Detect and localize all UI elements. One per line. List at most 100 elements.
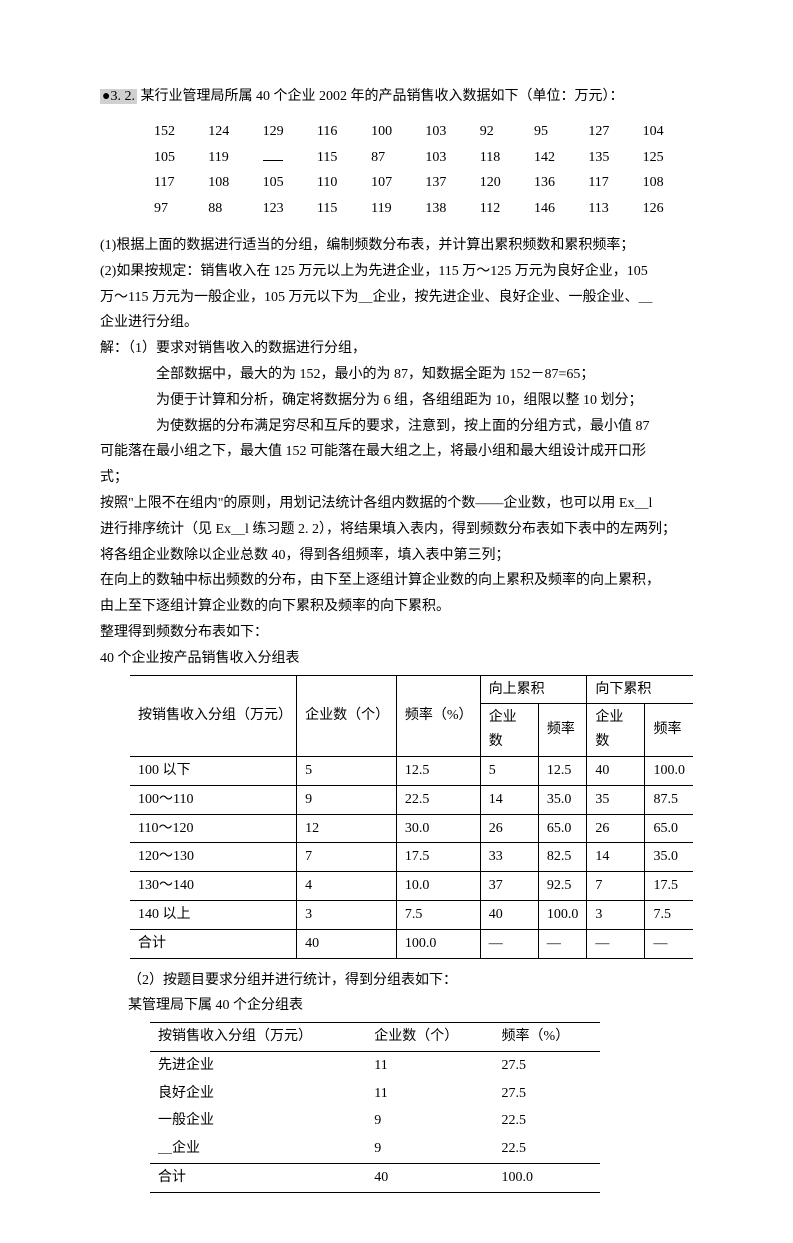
table-cell: 92.5: [538, 872, 587, 901]
subquestion-1: (1)根据上面的数据进行适当的分组，编制频数分布表，并计算出累积频数和累积频率；: [100, 234, 693, 258]
data-cell: [259, 145, 313, 171]
raw-data-table: 1521241291161001039295127104105119115871…: [150, 119, 693, 222]
table-cell: 130～140: [130, 872, 297, 901]
data-cell: 123: [259, 196, 313, 222]
col-header: 频率（%）: [494, 1023, 600, 1052]
question-text: 某行业管理局所属 40 个企业 2002 年的产品销售收入数据如下（单位：万元）…: [140, 89, 623, 104]
data-cell: 136: [530, 170, 584, 196]
solution-line: 在向上的数轴中标出频数的分布，由下至上逐组计算企业数的向上累积及频率的向上累积，: [100, 569, 693, 593]
data-cell: 118: [476, 145, 530, 171]
table-cell: 120～130: [130, 843, 297, 872]
table-cell: 100.0: [494, 1164, 600, 1193]
table-cell: 一般企业: [150, 1107, 366, 1135]
table-cell: 37: [480, 872, 538, 901]
table-cell: —: [538, 929, 587, 958]
table2-caption: 某管理局下属 40 个企分组表: [100, 994, 693, 1018]
data-cell: 100: [367, 119, 421, 145]
solution-label: 解：（1）要求对销售收入的数据进行分组，: [100, 337, 693, 361]
data-cell: 152: [150, 119, 204, 145]
table-cell: 10.0: [396, 872, 480, 901]
table-cell: 110～120: [130, 814, 297, 843]
table-cell: 9: [366, 1135, 493, 1163]
subquestion-2a: (2)如果按规定：销售收入在 125 万元以上为先进企业，115 万～125 万…: [100, 260, 693, 284]
data-cell: 108: [204, 170, 258, 196]
data-cell: 105: [150, 145, 204, 171]
table-cell: 27.5: [494, 1051, 600, 1079]
table-cell: 12.5: [538, 756, 587, 785]
table-cell: 17.5: [396, 843, 480, 872]
col-header: 企业数（个）: [366, 1023, 493, 1052]
table-cell: 合计: [150, 1164, 366, 1193]
data-cell: 115: [313, 145, 367, 171]
data-cell: 138: [421, 196, 475, 222]
data-cell: 108: [639, 170, 693, 196]
table-cell: —: [645, 929, 693, 958]
table-cell: 17.5: [645, 872, 693, 901]
data-cell: 112: [476, 196, 530, 222]
data-cell: 125: [639, 145, 693, 171]
table1-caption: 40 个企业按产品销售收入分组表: [100, 647, 693, 671]
data-cell: 88: [204, 196, 258, 222]
table-cell: 7.5: [396, 900, 480, 929]
table-cell: 40: [587, 756, 645, 785]
data-cell: 113: [584, 196, 638, 222]
category-table: 按销售收入分组（万元） 企业数（个） 频率（%） 先进企业1127.5良好企业1…: [150, 1022, 600, 1193]
table-cell: 3: [587, 900, 645, 929]
data-cell: 116: [313, 119, 367, 145]
data-cell: 117: [584, 170, 638, 196]
table-cell: 11: [366, 1051, 493, 1079]
table-cell: 22.5: [494, 1135, 600, 1163]
solution-line: 全部数据中，最大的为 152，最小的为 87，知数据全距为 152－87=65；: [100, 363, 693, 387]
table-cell: 65.0: [645, 814, 693, 843]
table-cell: 9: [297, 785, 397, 814]
data-cell: 103: [421, 145, 475, 171]
data-cell: 104: [639, 119, 693, 145]
table-cell: 100.0: [645, 756, 693, 785]
data-cell: 142: [530, 145, 584, 171]
data-cell: 120: [476, 170, 530, 196]
col-header: 按销售收入分组（万元）: [150, 1023, 366, 1052]
solution-line: 整理得到频数分布表如下：: [100, 621, 693, 645]
col-header: 频率（%）: [396, 675, 480, 756]
table-cell: —: [587, 929, 645, 958]
table-cell: 5: [480, 756, 538, 785]
col-header: 企业数（个）: [297, 675, 397, 756]
solution-line: 式；: [100, 466, 693, 490]
data-cell: 137: [421, 170, 475, 196]
table-cell: 9: [366, 1107, 493, 1135]
table-cell: 35.0: [538, 785, 587, 814]
subquestion-2c: 企业进行分组。: [100, 311, 693, 335]
table-cell: 100～110: [130, 785, 297, 814]
table-cell: 40: [366, 1164, 493, 1193]
data-cell: 110: [313, 170, 367, 196]
data-cell: 95: [530, 119, 584, 145]
data-cell: 115: [313, 196, 367, 222]
data-cell: 119: [204, 145, 258, 171]
data-cell: 92: [476, 119, 530, 145]
subquestion-2b: 万～115 万元为一般企业，105 万元以下为＿企业，按先进企业、良好企业、一般…: [100, 286, 693, 310]
data-cell: 117: [150, 170, 204, 196]
data-cell: 126: [639, 196, 693, 222]
data-cell: 135: [584, 145, 638, 171]
table-cell: 33: [480, 843, 538, 872]
table-cell: 先进企业: [150, 1051, 366, 1079]
table-cell: 35: [587, 785, 645, 814]
solution-line: 将各组企业数除以企业总数 40，得到各组频率，填入表中第三列；: [100, 544, 693, 568]
table-cell: 12: [297, 814, 397, 843]
data-cell: 127: [584, 119, 638, 145]
solution-line: 进行排序统计（见 Ex＿l 练习题 2. 2），将结果填入表内，得到频数分布表如…: [100, 518, 693, 542]
table-cell: 7.5: [645, 900, 693, 929]
data-cell: 87: [367, 145, 421, 171]
data-cell: 119: [367, 196, 421, 222]
data-cell: 129: [259, 119, 313, 145]
solution-line: 为便于计算和分析，确定将数据分为 6 组，各组组距为 10，组限以整 10 划分…: [100, 389, 693, 413]
col-header: 向下累积: [587, 675, 693, 704]
table-cell: 3: [297, 900, 397, 929]
solution-line: 按照"上限不在组内"的原则，用划记法统计各组内数据的个数——企业数，也可以用 E…: [100, 492, 693, 516]
solution-line: 由上至下逐组计算企业数的向下累积及频率的向下累积。: [100, 595, 693, 619]
table-cell: 14: [587, 843, 645, 872]
table-cell: 26: [480, 814, 538, 843]
table-cell: 22.5: [494, 1107, 600, 1135]
question-number: ●3. 2.: [100, 89, 137, 104]
table-cell: 30.0: [396, 814, 480, 843]
